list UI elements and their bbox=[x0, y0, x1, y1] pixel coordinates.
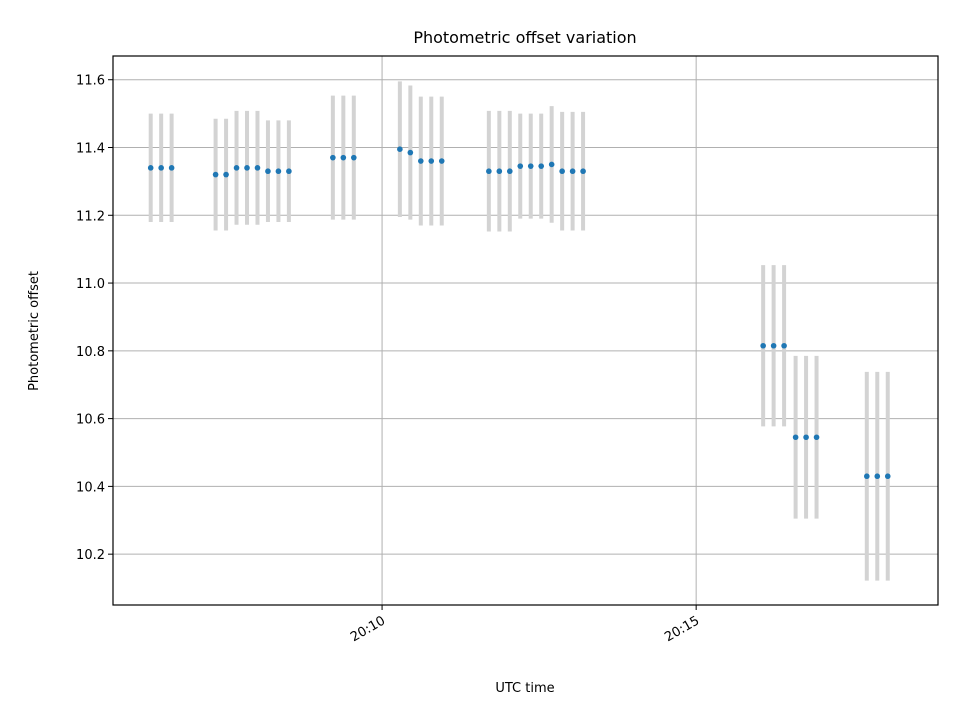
data-point bbox=[275, 168, 282, 175]
data-point bbox=[244, 165, 250, 171]
data-point bbox=[350, 154, 357, 161]
data-point bbox=[884, 473, 891, 480]
data-point bbox=[438, 158, 445, 164]
y-axis: 10.2 10.4 10.6 10.8 11.0 11.2 11.4 11.6 bbox=[76, 74, 113, 563]
data-point bbox=[527, 163, 534, 169]
y-tick-label: 10.4 bbox=[76, 480, 105, 495]
data-point bbox=[569, 168, 576, 175]
data-point bbox=[803, 434, 809, 441]
data-point bbox=[813, 434, 820, 441]
y-tick-label: 11.6 bbox=[76, 74, 105, 89]
data-point bbox=[760, 342, 766, 349]
data-point bbox=[506, 168, 513, 175]
y-tick-label: 10.8 bbox=[76, 345, 105, 360]
data-point bbox=[770, 342, 777, 349]
data-point bbox=[340, 154, 347, 161]
data-point bbox=[418, 158, 424, 164]
data-point bbox=[147, 165, 154, 171]
data-point bbox=[792, 434, 799, 441]
data-point bbox=[548, 161, 555, 168]
data-point bbox=[428, 158, 435, 164]
data-point bbox=[874, 473, 881, 480]
y-tick-label: 11.2 bbox=[76, 209, 105, 224]
data-point bbox=[397, 146, 403, 152]
data-point bbox=[407, 149, 414, 156]
data-point bbox=[496, 168, 503, 175]
chart-title: Photometric offset variation bbox=[413, 28, 636, 47]
data-point bbox=[286, 168, 292, 175]
data-point bbox=[781, 342, 787, 349]
data-point bbox=[330, 154, 336, 161]
data-point bbox=[864, 473, 870, 480]
data-point bbox=[212, 171, 219, 178]
y-tick-label: 10.2 bbox=[76, 548, 105, 563]
plot-frame bbox=[112, 55, 939, 606]
data-point bbox=[223, 171, 229, 178]
data-point bbox=[254, 165, 261, 171]
grid-layer bbox=[113, 56, 938, 605]
data-point bbox=[559, 168, 565, 175]
data-point bbox=[168, 165, 175, 171]
data-point bbox=[538, 163, 545, 169]
data-point bbox=[265, 168, 271, 175]
y-axis-label: Photometric offset bbox=[27, 271, 42, 391]
data-point bbox=[517, 163, 524, 169]
data-point bbox=[233, 165, 240, 171]
point-layer bbox=[147, 146, 891, 480]
x-axis-label: UTC time bbox=[495, 681, 554, 696]
data-point bbox=[580, 168, 586, 175]
data-point bbox=[486, 168, 492, 175]
y-tick-label: 10.6 bbox=[76, 413, 105, 428]
data-point bbox=[158, 165, 164, 171]
y-tick-label: 11.4 bbox=[76, 142, 105, 157]
y-tick-label: 11.0 bbox=[76, 277, 105, 292]
